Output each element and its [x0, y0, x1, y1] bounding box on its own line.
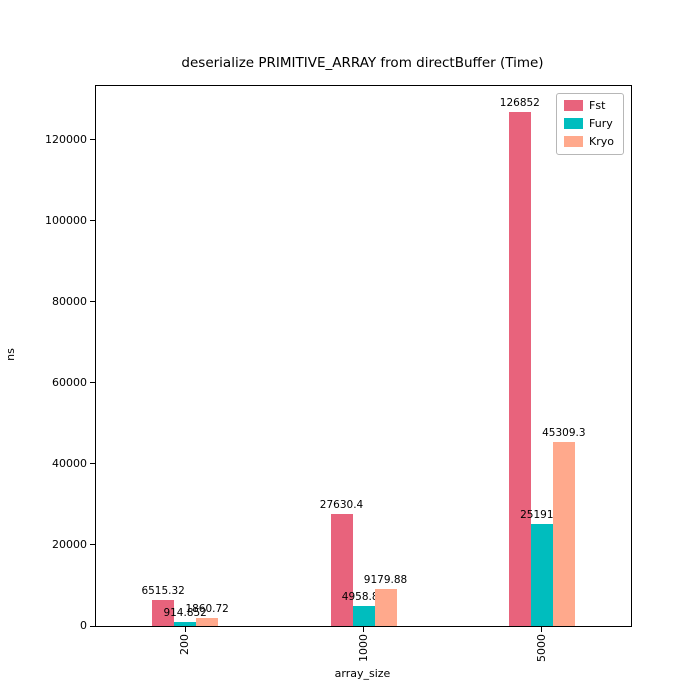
- value-label: 27630.4: [319, 498, 364, 511]
- legend-entry-fury: Fury: [564, 117, 614, 130]
- value-label: 1860.72: [185, 603, 229, 616]
- value-label: 4958.87: [341, 590, 386, 603]
- x-tick-mark: [363, 626, 364, 632]
- bar-fst-5000: [508, 111, 531, 626]
- bar-fury-200: [174, 622, 197, 626]
- y-tick-mark: [90, 382, 96, 384]
- legend-label-fst: Fst: [589, 99, 606, 112]
- bar-fury-5000: [530, 523, 553, 626]
- bar-kryo-200: [196, 618, 219, 626]
- x-tick-mark: [541, 626, 543, 632]
- y-tick-label: 60000: [52, 375, 87, 389]
- x-tick-mark: [184, 626, 186, 632]
- y-tick-mark: [90, 463, 96, 465]
- y-axis-label: ns: [3, 348, 17, 361]
- x-tick-label: 200: [178, 634, 192, 655]
- value-label: 6515.32: [141, 584, 185, 597]
- bar-fst-200: [152, 599, 175, 626]
- value-label: 9179.88: [363, 573, 408, 586]
- legend-label-kryo: Kryo: [589, 135, 614, 148]
- bar-fst-1000: [330, 513, 353, 626]
- x-axis-label: array_size: [334, 667, 391, 680]
- legend-label-fury: Fury: [589, 117, 613, 130]
- y-tick-label: 80000: [52, 294, 87, 308]
- value-label: 914.852: [163, 607, 207, 620]
- y-tick-mark: [90, 301, 96, 303]
- y-tick-mark: [90, 139, 96, 140]
- bar-kryo-1000: [374, 588, 397, 626]
- plot-area: Fst Fury Kryo 0 20000 40000 60000 80000 10000…: [45, 85, 632, 662]
- y-tick-mark: [90, 220, 96, 222]
- legend: Fst Fury Kryo: [556, 93, 624, 155]
- legend-swatch-fury: [564, 118, 584, 129]
- legend-entry-fst: Fst: [564, 99, 614, 112]
- y-tick-label: 100000: [45, 213, 87, 227]
- x-tick-label: 1000: [356, 634, 370, 662]
- legend-swatch-kryo: [564, 136, 584, 147]
- y-tick-label: 120000: [45, 132, 87, 146]
- y-tick-label: 0: [80, 619, 87, 632]
- y-tick-label: 40000: [52, 456, 87, 470]
- bar-fury-1000: [352, 605, 375, 626]
- value-label: 126852: [499, 96, 540, 109]
- legend-entry-kryo: Kryo: [564, 135, 614, 148]
- y-tick-label: 20000: [52, 537, 87, 551]
- legend-swatch-fst: [564, 100, 584, 111]
- bar-kryo-5000: [552, 442, 575, 626]
- x-tick-label: 5000: [534, 634, 548, 662]
- y-tick-mark: [90, 544, 96, 546]
- chart-title: deserialize PRIMITIVE_ARRAY from directB…: [181, 55, 544, 71]
- value-label: 25191.1: [520, 508, 564, 521]
- y-tick-mark: [90, 625, 96, 627]
- value-label: 45309.3: [542, 427, 586, 440]
